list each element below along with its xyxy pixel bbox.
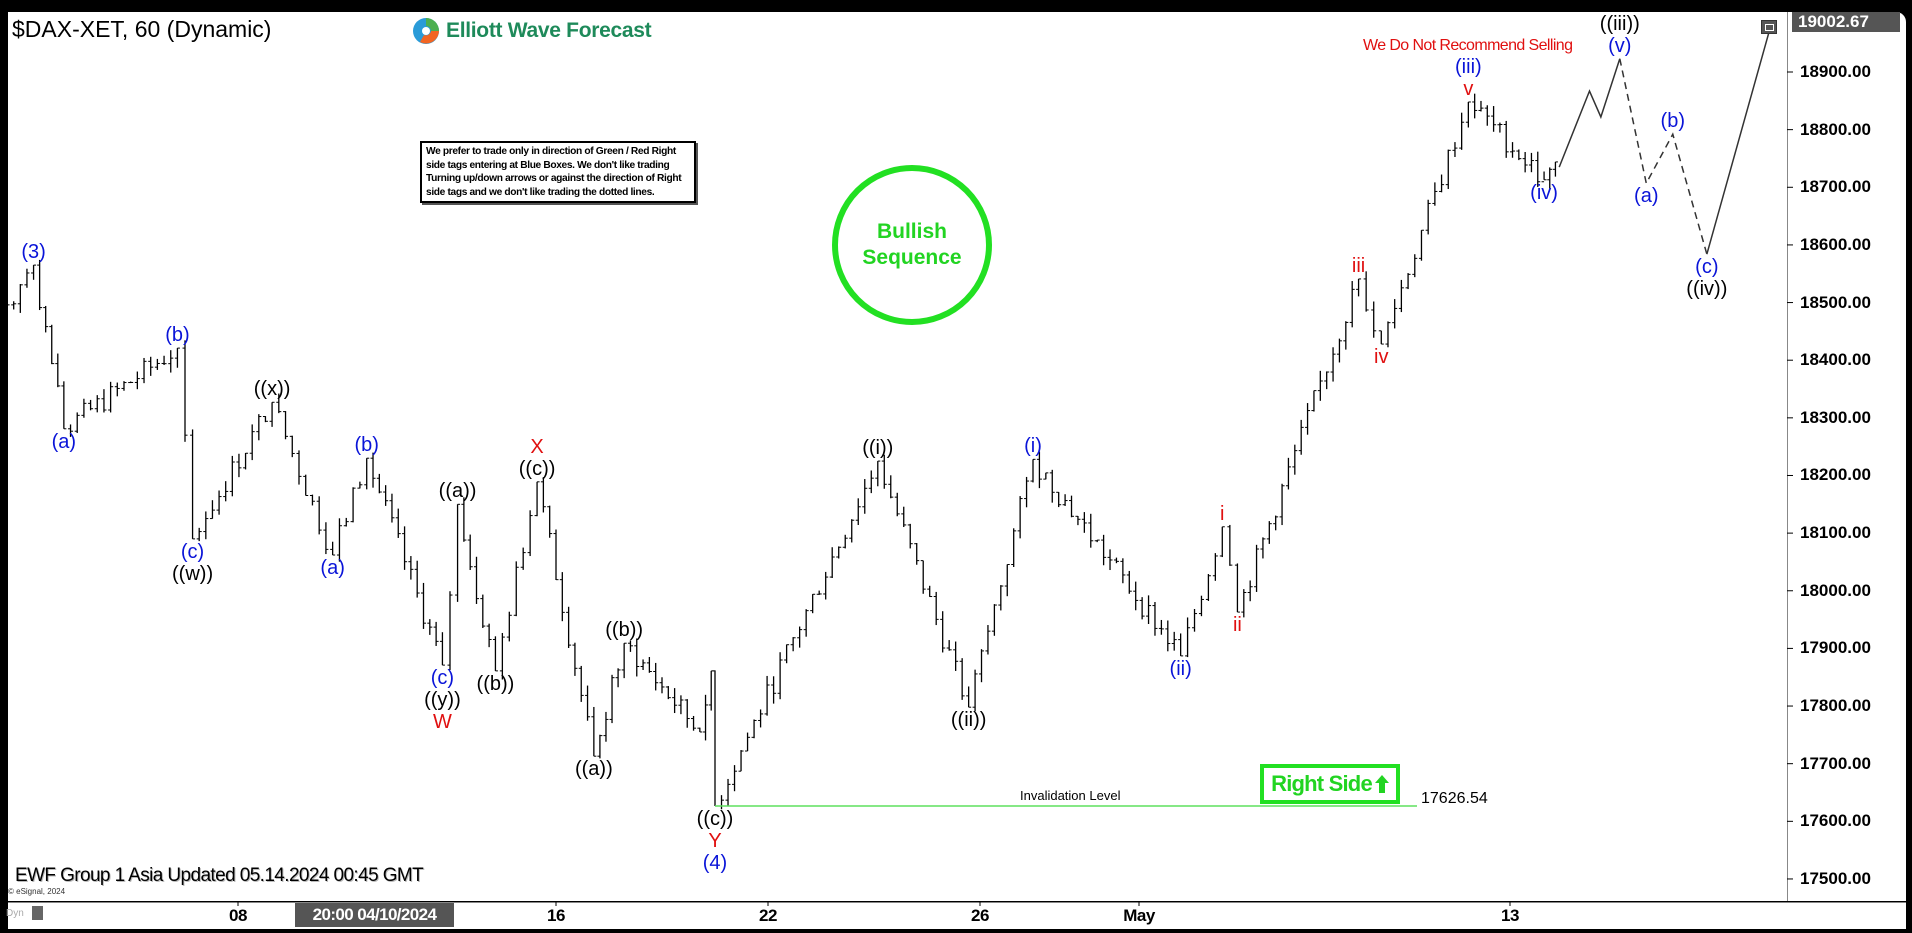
y-tick-label: 18200.00: [1800, 465, 1871, 485]
wave-label: (v): [1608, 34, 1632, 57]
wave-label: (4): [702, 852, 728, 875]
wave-label: iv: [1374, 346, 1389, 369]
y-tick-label: 18100.00: [1800, 523, 1871, 543]
wave-label: (b): [165, 324, 190, 347]
wave-label: iii: [1351, 254, 1366, 277]
wave-label: (b): [354, 434, 379, 457]
wave-label: (c): [1695, 256, 1719, 279]
wave-label: (ii): [1169, 657, 1192, 680]
y-tick-label: 17800.00: [1800, 696, 1871, 716]
y-tick-label: 17900.00: [1800, 638, 1871, 658]
wave-label: (b): [1660, 110, 1686, 133]
wave-label: (3): [21, 241, 46, 264]
wave-label: ((b)): [476, 672, 515, 695]
logo-text: Elliott Wave Forecast: [446, 19, 652, 42]
restore-window-icon[interactable]: [1761, 20, 1777, 34]
wave-label: ((c)): [518, 457, 556, 480]
wave-label: W: [432, 711, 452, 734]
x-tick-label: 16: [547, 906, 565, 925]
y-tick-label: 18900.00: [1800, 62, 1871, 81]
brand-logo: Elliott Wave Forecast: [412, 17, 652, 45]
y-tick-label: 17600.00: [1800, 811, 1871, 831]
wave-label: ((i)): [862, 437, 894, 460]
y-tick-label: 18400.00: [1800, 350, 1871, 370]
wave-label: (iii): [1455, 55, 1482, 78]
arrow-up-icon: [1374, 775, 1389, 793]
wave-label: (c): [430, 667, 455, 690]
y-tick-label: 17700.00: [1800, 753, 1871, 773]
symbol-title: $DAX-XET, 60 (Dynamic): [12, 16, 272, 42]
x-tick-label: May: [1123, 906, 1155, 925]
wave-label: v: [1463, 77, 1474, 100]
update-timestamp: EWF Group 1 Asia Updated 05.14.2024 00:4…: [15, 865, 424, 886]
wave-label: Y: [708, 830, 722, 853]
wave-label: (iv): [1530, 181, 1558, 204]
last-price-label: 19002.67: [1792, 12, 1900, 32]
wave-label: i: [1220, 502, 1225, 525]
price-axis[interactable]: [1788, 12, 1906, 901]
wave-label: X: [530, 435, 544, 458]
y-tick-label: 18600.00: [1800, 234, 1871, 254]
wave-label: ((a)): [574, 758, 613, 781]
dyn-label: Dyn: [6, 908, 24, 919]
x-tick-label: 22: [759, 906, 777, 925]
y-tick-label: 18500.00: [1800, 292, 1871, 312]
copyright: © eSignal, 2024: [8, 887, 66, 896]
right-side-tag: Right Side: [1260, 764, 1400, 804]
invalidation-label: Invalidation Level: [1020, 788, 1121, 803]
trading-disclaimer: We prefer to trade only in direction of …: [420, 141, 696, 203]
wave-label: ((c)): [696, 808, 734, 831]
wave-label: ((y)): [424, 689, 461, 712]
wave-label: (c): [180, 540, 205, 563]
plot-area[interactable]: [8, 12, 1788, 901]
y-tick-label: 18000.00: [1800, 580, 1871, 600]
wave-label: (i): [1024, 435, 1042, 458]
wave-label: (a): [1634, 185, 1659, 208]
y-tick-label: 18300.00: [1800, 407, 1871, 427]
wave-label: ((iii)): [1599, 12, 1640, 35]
y-tick-label: 18700.00: [1800, 177, 1871, 197]
projection-path-solid: [1558, 58, 1621, 168]
bullish-sequence-text: Bullish Sequence: [862, 220, 962, 269]
x-tick-label: 26: [971, 906, 989, 925]
wave-label: ((w)): [172, 562, 214, 585]
invalidation-value: 17626.54: [1421, 790, 1488, 807]
lock-icon[interactable]: [32, 906, 43, 920]
wave-label: ((iv)): [1686, 278, 1728, 301]
bullish-sequence-badge: Bullish Sequence: [832, 165, 992, 325]
wave-label: ((x)): [253, 378, 291, 401]
logo-swirl-icon: [413, 18, 439, 44]
wave-label: ((ii)): [950, 709, 987, 732]
wave-label: (a): [320, 557, 345, 580]
wave-label: ((b)): [605, 619, 644, 642]
y-tick-label: 18800.00: [1800, 119, 1871, 139]
y-tick-label: 17500.00: [1800, 868, 1871, 888]
cursor-time-label: 20:00 04/10/2024: [295, 903, 454, 927]
projection-path-final: [1706, 23, 1772, 255]
right-side-text: Right Side: [1271, 771, 1373, 796]
wave-label: (a): [51, 430, 77, 453]
projection-path-dashed: [1619, 58, 1708, 255]
x-tick-label: 08: [229, 906, 247, 925]
x-tick-label: 13: [1501, 906, 1519, 925]
no-selling-note: We Do Not Recommend Selling: [1363, 37, 1573, 54]
wave-label: ((a)): [438, 480, 477, 503]
wave-label: ii: [1232, 614, 1242, 637]
